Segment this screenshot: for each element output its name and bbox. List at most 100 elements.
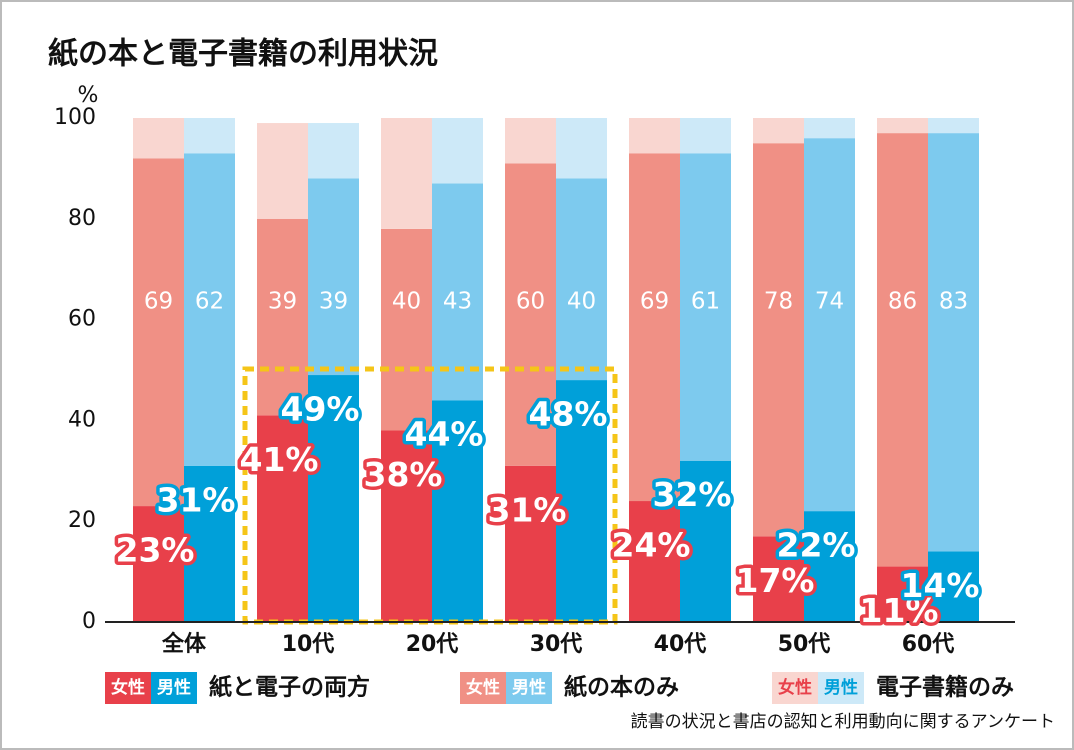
value-label: 39 [319,289,348,315]
bar-segment [432,400,483,622]
value-label: 14% [901,566,980,605]
value-label: 38% [364,455,443,494]
value-label: 31% [157,480,236,519]
chart-title: 紙の本と電子書籍の利用状況 [48,37,438,72]
value-label: 62 [195,289,224,315]
value-label: 48% [529,395,608,434]
bar-segment [629,501,680,622]
value-label: 44% [405,415,484,454]
value-label: 23% [116,531,195,570]
value-label: 22% [777,526,856,565]
legend-swatch [818,672,864,704]
value-label: 83 [939,289,968,315]
value-label: 41% [240,440,319,479]
bar-segment [928,551,979,622]
bar-segment [381,118,432,229]
value-label: 31% [488,490,567,529]
legend-swatch [105,672,151,704]
y-unit: % [78,83,99,108]
y-tick-label: 60 [68,307,96,332]
highlight-box [242,366,618,625]
bar-segment [877,133,928,567]
y-tick-label: 100 [54,105,96,130]
x-tick-label: 60代 [902,632,955,657]
legend-sex: 男性 [512,677,546,698]
legend-sex: 女性 [778,677,812,698]
bar-segment [505,118,556,164]
value-label: 78 [764,289,793,315]
value-label: 40 [567,289,596,315]
bar-segment [680,153,731,461]
bar-segment [432,183,483,401]
bar-segment [680,118,731,154]
bar-segment [184,465,235,622]
bar-segment [257,218,308,416]
bar-segment [308,375,359,622]
legend-swatch [506,672,552,704]
legend-sex: 女性 [466,677,500,698]
bar-segment [505,465,556,622]
x-tick-label: 10代 [282,632,335,657]
legend-swatch [151,672,197,704]
x-tick-label: 40代 [654,632,707,657]
bar-segment [308,123,359,179]
bar-segment [308,178,359,376]
bar-segment [381,228,432,431]
value-label: 17% [736,561,815,600]
bar-segment [877,118,928,134]
legend-sex: 女性 [111,677,145,698]
bar-segment [629,153,680,502]
bar-segment [505,163,556,466]
legend-swatch [772,672,818,704]
x-tick-label: 全体 [161,631,207,657]
bar-segment [804,138,855,512]
legend-label: 紙の本のみ [564,674,679,701]
x-tick-label: 20代 [406,632,459,657]
bar-segment [556,118,607,179]
value-label: 61 [691,289,720,315]
bar-segment [432,118,483,184]
y-tick-label: 20 [68,508,96,533]
legend-sex: 男性 [157,677,191,698]
bar-segment [804,511,855,622]
value-label: 86 [888,289,917,315]
value-label: 69 [144,289,173,315]
y-tick-label: 80 [68,206,96,231]
bar-segment [556,380,607,622]
bar-segment [928,133,979,552]
value-label: 39 [268,289,297,315]
legend-label: 電子書籍のみ [876,674,1014,701]
bar-segment [257,415,308,622]
y-tick-label: 0 [82,609,96,634]
bar-segment [753,536,804,622]
value-label: 11% [860,591,939,630]
bar-segment [804,118,855,139]
value-label: 74 [815,289,844,315]
value-label: 24% [612,526,691,565]
legend-swatch [460,672,506,704]
value-label: 69 [640,289,669,315]
x-tick-label: 50代 [778,632,831,657]
bar-segment [257,123,308,219]
bar-segment [133,158,184,507]
bar-segment [556,178,607,381]
bar-segment [877,566,928,622]
value-label: 40 [392,289,421,315]
bar-segment [184,118,235,154]
value-label: 32% [653,475,732,514]
value-label: 49% [281,390,360,429]
source: 読書の状況と書店の認知と利用動向に関するアンケート [631,712,1055,732]
legend-sex: 男性 [824,677,858,698]
legend-label: 紙と電子の両方 [209,674,370,701]
value-label: 60 [516,289,545,315]
y-tick-label: 40 [68,407,96,432]
value-label: 43 [443,289,472,315]
bar-segment [680,460,731,622]
bar-segment [753,143,804,537]
bar-segment [381,430,432,622]
bar-segment [133,118,184,159]
bar-segment [133,506,184,622]
bar-segment [184,153,235,466]
bar-segment [928,118,979,134]
